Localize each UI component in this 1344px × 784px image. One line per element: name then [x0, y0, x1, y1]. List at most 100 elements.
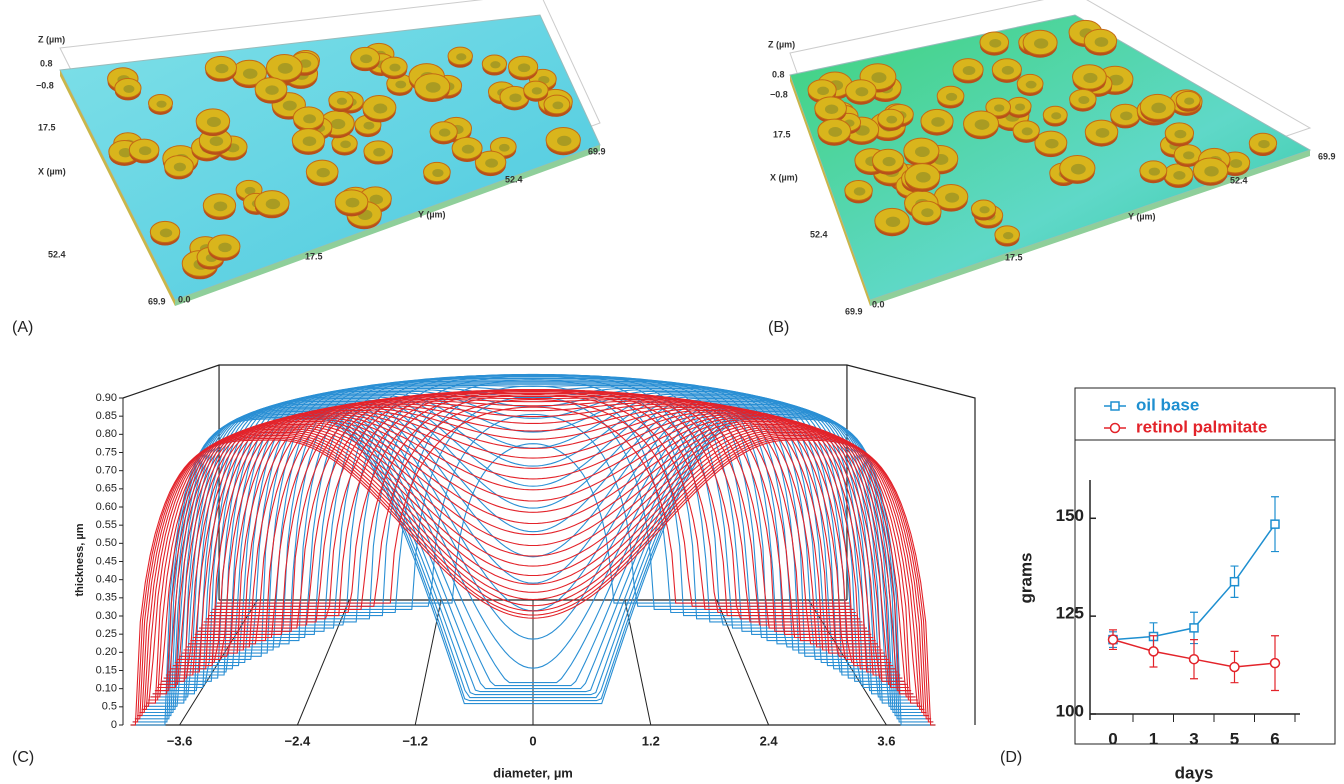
cell-center [1083, 72, 1098, 83]
cell-center [915, 172, 931, 183]
profile-curve [185, 400, 881, 648]
cell-center [1120, 111, 1133, 121]
surface-render [789, 0, 1312, 306]
axis-text: −0.8 [36, 80, 54, 90]
plot-box [1074, 439, 1336, 745]
marker [1229, 661, 1240, 673]
y-tick-label: 0.15 [96, 664, 117, 676]
y-tick-label: 0.90 [96, 392, 117, 404]
profile-curve [161, 417, 905, 682]
panel-label: (D) [1000, 749, 1022, 766]
profile-curve [152, 424, 914, 695]
y-tick-label: 0.70 [96, 465, 117, 477]
axis-text: 17.5 [305, 251, 323, 261]
profile-curve [132, 416, 934, 723]
cell-center [277, 63, 293, 74]
cell-center [882, 156, 896, 167]
y-tick-label: 0.5 [102, 701, 117, 713]
profile-curve [146, 408, 920, 704]
axis-text: 69.9 [845, 306, 863, 316]
y-tick-label: 0 [111, 719, 117, 731]
profile-curve [196, 375, 870, 632]
cell-center [1051, 112, 1062, 120]
cell-center [138, 146, 152, 156]
axis-text: X (µm) [770, 172, 798, 182]
profile-curve [188, 399, 878, 645]
y-tick-label: 0.55 [96, 519, 117, 531]
axis-text: 0.8 [40, 58, 53, 68]
cell-center [118, 148, 132, 158]
cell-center [1045, 138, 1059, 149]
cell-center [931, 117, 945, 127]
profile-curve [139, 412, 927, 714]
cell-center [828, 127, 843, 137]
x-tick-label: 5 [1230, 729, 1239, 748]
profile-curve [141, 411, 925, 710]
cell-center [244, 186, 256, 195]
cell-center [265, 198, 281, 210]
cell-center [855, 87, 869, 97]
profile-curve [181, 385, 885, 654]
profile-curve [159, 399, 907, 685]
axis-text: 69.9 [588, 146, 606, 156]
cell-center [331, 118, 346, 130]
cell-center [994, 104, 1005, 112]
profile-curve [201, 390, 865, 626]
profile-curve [157, 420, 909, 689]
x-tick-label: 2.4 [760, 733, 779, 748]
y-tick-label: 0.75 [96, 446, 117, 458]
cell-center [962, 65, 976, 76]
axis-text: Z (µm) [768, 39, 795, 49]
cell-center [945, 92, 958, 101]
y-tick-label: 0.50 [96, 537, 117, 549]
cell-center [336, 97, 348, 105]
cell-center [1001, 65, 1015, 75]
cell-center [369, 194, 384, 205]
profile-curve [130, 439, 936, 726]
cell-center [989, 38, 1002, 48]
axis-text: 0.0 [178, 294, 191, 304]
cell-center [209, 136, 224, 147]
profile-curve [188, 380, 878, 645]
profile-curve [154, 422, 912, 692]
x-axis-label: diameter, µm [493, 765, 573, 780]
x-tick-label: 3.6 [877, 733, 895, 748]
axis-text: 17.5 [38, 122, 56, 132]
axis-text: Z (µm) [38, 34, 65, 44]
cell-center [824, 104, 839, 115]
cell-center [218, 242, 232, 253]
legend-label: retinol palmitate [1136, 417, 1267, 436]
x-tick-label: 1.2 [642, 733, 660, 748]
profile-curve [157, 400, 909, 689]
x-tick-label: −3.6 [167, 733, 193, 748]
cell-center [1025, 80, 1037, 89]
surface-edge [790, 75, 870, 306]
x-tick-label: 0 [529, 733, 536, 748]
x-tick-label: −2.4 [285, 733, 311, 748]
cell-center [885, 216, 901, 227]
cell-center [1151, 102, 1166, 114]
cell-center [1070, 163, 1086, 175]
cell-center [1229, 159, 1243, 168]
cell-center [360, 54, 373, 64]
profile-curve [192, 395, 874, 639]
cell-center [340, 140, 351, 149]
cell-center [921, 208, 934, 218]
profile-curve [143, 430, 923, 707]
cell-center [395, 80, 407, 89]
y-axis-label: grams [1016, 552, 1035, 603]
profile-curve [134, 436, 932, 720]
cell-center [1094, 37, 1109, 47]
cell-center [485, 158, 499, 168]
marker [1109, 422, 1121, 434]
cell-center [373, 147, 386, 157]
surface-edge [175, 145, 600, 306]
x-tick-label: −1.2 [402, 733, 428, 748]
tick-line [716, 599, 770, 726]
cell-center [1014, 103, 1026, 111]
cell-center [432, 168, 444, 177]
y-tick-label: 0.25 [96, 628, 117, 640]
profile-curve [183, 402, 883, 651]
marker [1107, 634, 1119, 645]
axis-text: X (µm) [38, 166, 66, 176]
